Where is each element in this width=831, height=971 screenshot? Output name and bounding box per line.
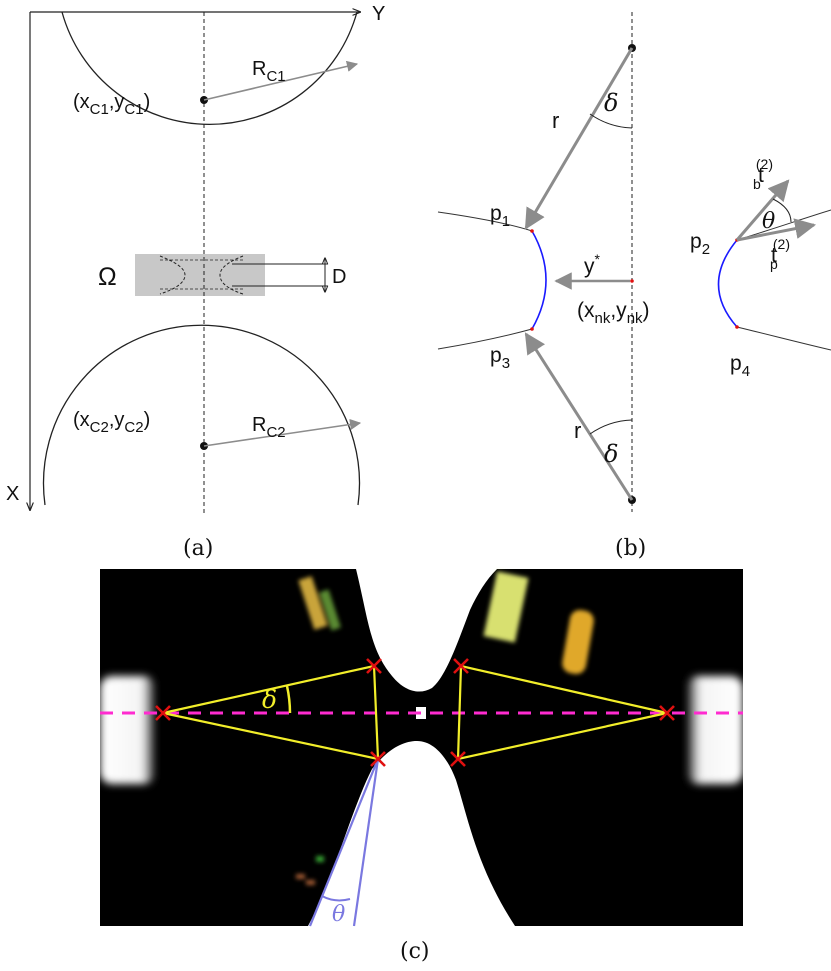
y-axis-label: Y [372,3,385,25]
tb-label: t(2) b [753,156,773,192]
cross-right [659,705,675,721]
contact-markers [155,658,675,767]
panel-b: r r δ δ p1 p3 y* (xnk,ynk) θ p2 p4 t(2) b… [437,12,831,561]
surface-upper-left [437,211,533,232]
radius-2-arrow [203,418,362,447]
surface-lower-right [736,326,831,351]
omega-label: Ω [98,263,117,291]
tb-arrow [735,179,790,241]
gap-label: D [332,266,346,288]
p3-label: p3 [490,344,510,372]
reference-line [352,758,380,927]
radius-1-label: RC1 [252,58,286,85]
cross-lower-left [370,751,386,767]
radius-bottom-arrow [524,332,634,501]
theta-arc-c [321,895,351,902]
p2-label: p2 [690,230,710,258]
cross-left [155,705,171,721]
delta-label-c: δ [262,685,277,714]
delta-top-label: δ [604,89,618,117]
caption-c: (c) [400,939,430,964]
radius-top-arrow [524,47,634,230]
delta-top-arc [589,113,633,129]
cross-upper-right [453,658,469,674]
radius-top-label: r [552,108,559,133]
center-1-label: (xC1,yC1) [73,91,150,118]
neck-left-meniscus [159,255,186,295]
cross-lower-right [450,751,466,767]
theta-arc-b [772,198,792,223]
caption-a: (a) [183,536,213,561]
gap-upper [356,569,497,692]
droplet-upper-outline [61,11,358,125]
node-point [630,279,634,283]
tp-label: t(2) p [770,236,790,272]
p4-label: p4 [730,352,750,380]
theta-label-b: θ [762,209,775,234]
right-plug [686,676,743,784]
panel-c: δ θ (c) [100,569,743,964]
p1-point [530,229,534,233]
delta-bottom-label: δ [604,440,618,468]
node-label: (xnk,ynk) [577,299,650,327]
panel-a: Y X Ω D RC1 RC2 (xC1,yC1) (xC2,yC2) (a) [6,3,385,561]
tp-arrow [736,218,817,242]
radius-1-arrow [203,60,359,101]
p4-point [735,325,739,329]
left-plug [100,676,156,784]
meniscus-right [717,239,738,328]
meniscus-left [531,230,547,330]
caption-b: (b) [615,536,646,561]
fluorescent-particles [296,571,594,885]
left-triangle [162,664,380,761]
p3-point [530,327,534,331]
radius-2-label: RC2 [252,414,286,441]
delta-arc-c [285,685,292,714]
delta-bottom-arc [589,419,633,435]
theta-label-c: θ [332,902,345,927]
radius-bottom-label: r [574,418,581,443]
cross-upper-left [366,658,382,674]
center-2-label: (xC2,yC2) [73,409,150,436]
right-triangle [456,664,668,761]
p1-label: p1 [490,202,510,230]
droplet-lower-outline [42,324,361,506]
ystar-label: y* [584,251,601,278]
surface-lower-left [437,328,533,350]
x-axis-label: X [6,483,19,505]
tangent-line [308,758,380,927]
